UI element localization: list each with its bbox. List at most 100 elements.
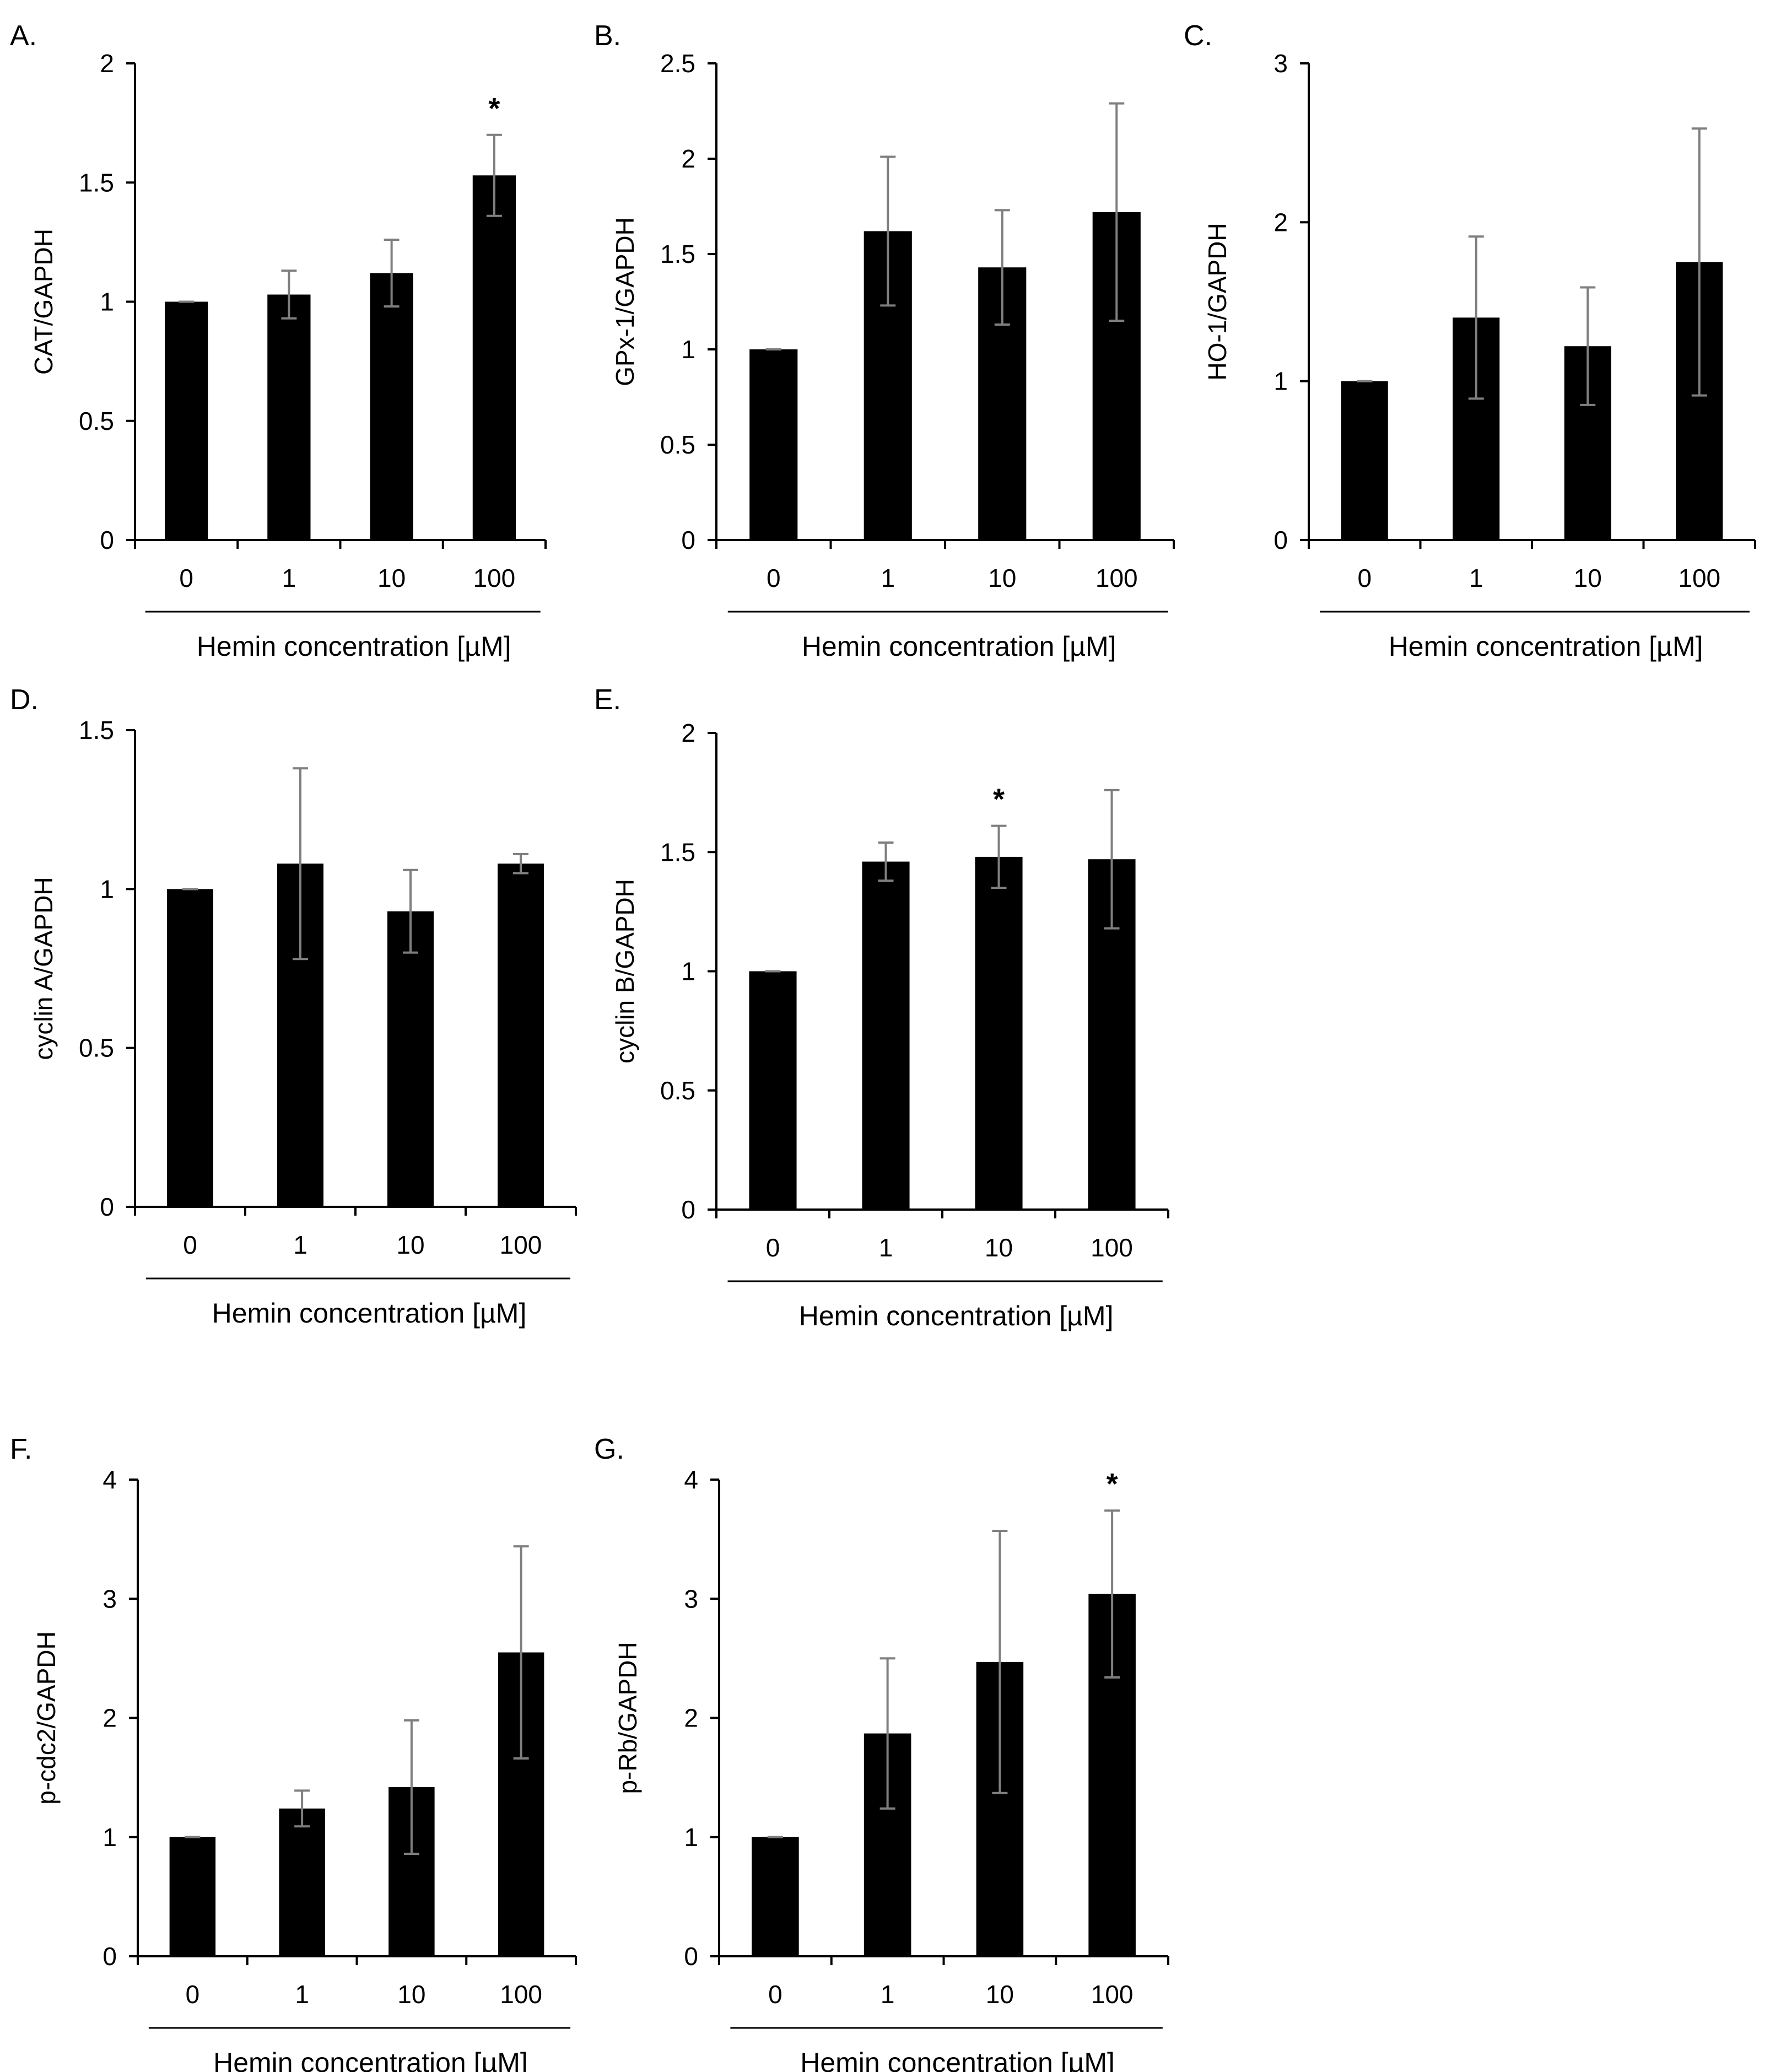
x-tick-label: 0: [183, 1231, 197, 1259]
y-tick-label: 0: [684, 1942, 698, 1971]
y-tick-label: 1.5: [660, 240, 695, 268]
x-axis-label: Hemin concentration [µM]: [799, 1301, 1114, 1331]
y-tick-label: 1: [684, 1823, 698, 1852]
chart-panel-d: D. 0 0.5 1 1.5 cyclin A/GAPDH 0 1 10 100 Hemin con…: [10, 684, 577, 1329]
y-tick-label: 0.5: [79, 1034, 114, 1062]
panel-label: B.: [594, 20, 621, 52]
y-axis-label: cyclin B/GAPDH: [611, 879, 639, 1064]
x-axis-label: Hemin concentration [µM]: [802, 631, 1116, 662]
chart-panel-c: C. 0 1 2 3 HO-1/GAPDH 0 1 10 100 Hemin concentrati…: [1184, 20, 1756, 662]
significance-marker: *: [1107, 1467, 1118, 1501]
chart-panel-e: E. 0 0.5 1 1.5 2 cyclin B/GAPDH 0 1 * 10 100 Hemin c…: [594, 684, 1169, 1331]
x-tick-label: 100: [500, 1231, 542, 1259]
y-tick-label: 1: [681, 335, 695, 364]
bar-0: [167, 889, 213, 1207]
y-tick-label: 0: [1273, 526, 1288, 554]
panel-label: A.: [10, 20, 37, 52]
chart-panel-b: B. 0 0.5 1 1.5 2 2.5 GPx-1/GAPDH 0 1 10 100 Hemin co…: [594, 20, 1175, 662]
y-tick-label: 3: [102, 1584, 117, 1613]
x-tick-label: 1: [295, 1980, 309, 2009]
x-tick-label: 10: [1574, 564, 1602, 592]
y-tick-label: 1: [102, 1823, 117, 1852]
x-tick-label: 0: [186, 1980, 200, 2009]
x-tick-label: 10: [377, 564, 406, 592]
x-tick-label: 0: [767, 564, 781, 592]
significance-marker: *: [488, 92, 500, 125]
x-tick-label: 1: [282, 564, 296, 592]
y-tick-label: 2: [102, 1704, 117, 1733]
bar-0: [749, 349, 798, 540]
y-tick-label: 0.5: [660, 1076, 695, 1105]
bar-0: [749, 971, 797, 1210]
x-tick-label: 100: [1091, 1980, 1134, 2009]
x-tick-label: 1: [881, 564, 895, 592]
x-tick-label: 0: [766, 1233, 780, 1262]
bar-1: [862, 861, 910, 1210]
y-tick-label: 0: [100, 526, 114, 554]
y-tick-label: 0: [100, 1193, 114, 1221]
bar-10: [370, 273, 413, 540]
x-tick-label: 1: [881, 1980, 895, 2009]
y-tick-label: 2: [1273, 208, 1288, 236]
bar-100: [472, 175, 516, 540]
panel-label: E.: [594, 684, 621, 716]
panel-label: C.: [1184, 20, 1212, 52]
x-tick-label: 0: [1357, 564, 1372, 592]
bar-0: [752, 1837, 799, 1956]
bar-10: [387, 911, 434, 1207]
x-axis-label: Hemin concentration [µM]: [197, 631, 511, 662]
y-axis-label: CAT/GAPDH: [29, 229, 58, 375]
x-tick-label: 100: [1678, 564, 1720, 592]
y-tick-label: 2: [681, 144, 695, 173]
x-tick-label: 10: [986, 1980, 1014, 2009]
y-tick-label: 1.5: [660, 838, 695, 866]
chart-panel-g: G. 0 1 2 3 4 p-Rb/GAPDH 0 1 10 * 100 Hemin concentra…: [594, 1433, 1169, 2072]
panel-label: G.: [594, 1433, 624, 1465]
y-tick-label: 0: [681, 526, 695, 554]
x-tick-label: 10: [396, 1231, 424, 1259]
x-tick-label: 10: [985, 1233, 1013, 1262]
bar-0: [1341, 381, 1388, 540]
bar-1: [279, 1808, 325, 1956]
y-tick-label: 0.5: [79, 407, 114, 435]
y-tick-label: 2: [684, 1704, 698, 1733]
bar-1: [267, 294, 311, 540]
chart-panel-a: A. 0 0.5 1 1.5 2 CAT/GAPDH 0 1 10 * 100 Hemin concen…: [10, 20, 547, 662]
x-axis-label: Hemin concentration [µM]: [213, 2047, 528, 2072]
y-tick-label: 2.5: [660, 49, 695, 78]
y-axis-label: cyclin A/GAPDH: [29, 877, 58, 1060]
x-tick-label: 10: [988, 564, 1016, 592]
y-tick-label: 4: [684, 1465, 698, 1494]
x-tick-label: 1: [293, 1231, 307, 1259]
x-tick-label: 100: [500, 1980, 542, 2009]
x-tick-label: 1: [1469, 564, 1483, 592]
y-axis-label: p-Rb/GAPDH: [613, 1642, 642, 1794]
y-tick-label: 2: [681, 719, 695, 747]
y-tick-label: 1: [1273, 367, 1288, 396]
y-tick-label: 1.5: [79, 168, 114, 197]
y-tick-label: 1.5: [79, 716, 114, 744]
panel-label: F.: [10, 1433, 32, 1465]
y-axis-label: p-cdc2/GAPDH: [32, 1631, 61, 1804]
significance-marker: *: [993, 783, 1005, 816]
y-tick-label: 1: [100, 875, 114, 903]
x-tick-label: 1: [879, 1233, 893, 1262]
bar-100: [498, 864, 544, 1207]
y-axis-label: HO-1/GAPDH: [1203, 223, 1232, 380]
bar-0: [165, 301, 208, 540]
x-axis-label: Hemin concentration [µM]: [800, 2047, 1115, 2072]
bar-10: [975, 856, 1023, 1210]
x-tick-label: 100: [1091, 1233, 1133, 1262]
x-tick-label: 0: [768, 1980, 783, 2009]
x-tick-label: 10: [397, 1980, 425, 2009]
y-tick-label: 3: [1273, 49, 1288, 78]
y-tick-label: 3: [684, 1584, 698, 1613]
y-tick-label: 0: [681, 1195, 695, 1224]
x-tick-label: 100: [473, 564, 516, 592]
bar-0: [169, 1837, 216, 1956]
x-tick-label: 100: [1096, 564, 1138, 592]
x-axis-label: Hemin concentration [µM]: [1389, 631, 1703, 662]
chart-panel-f: F. 0 1 2 3 4 p-cdc2/GAPDH 0 1 10 100 Hemin concentr…: [10, 1433, 577, 2072]
y-tick-label: 0: [102, 1942, 117, 1971]
